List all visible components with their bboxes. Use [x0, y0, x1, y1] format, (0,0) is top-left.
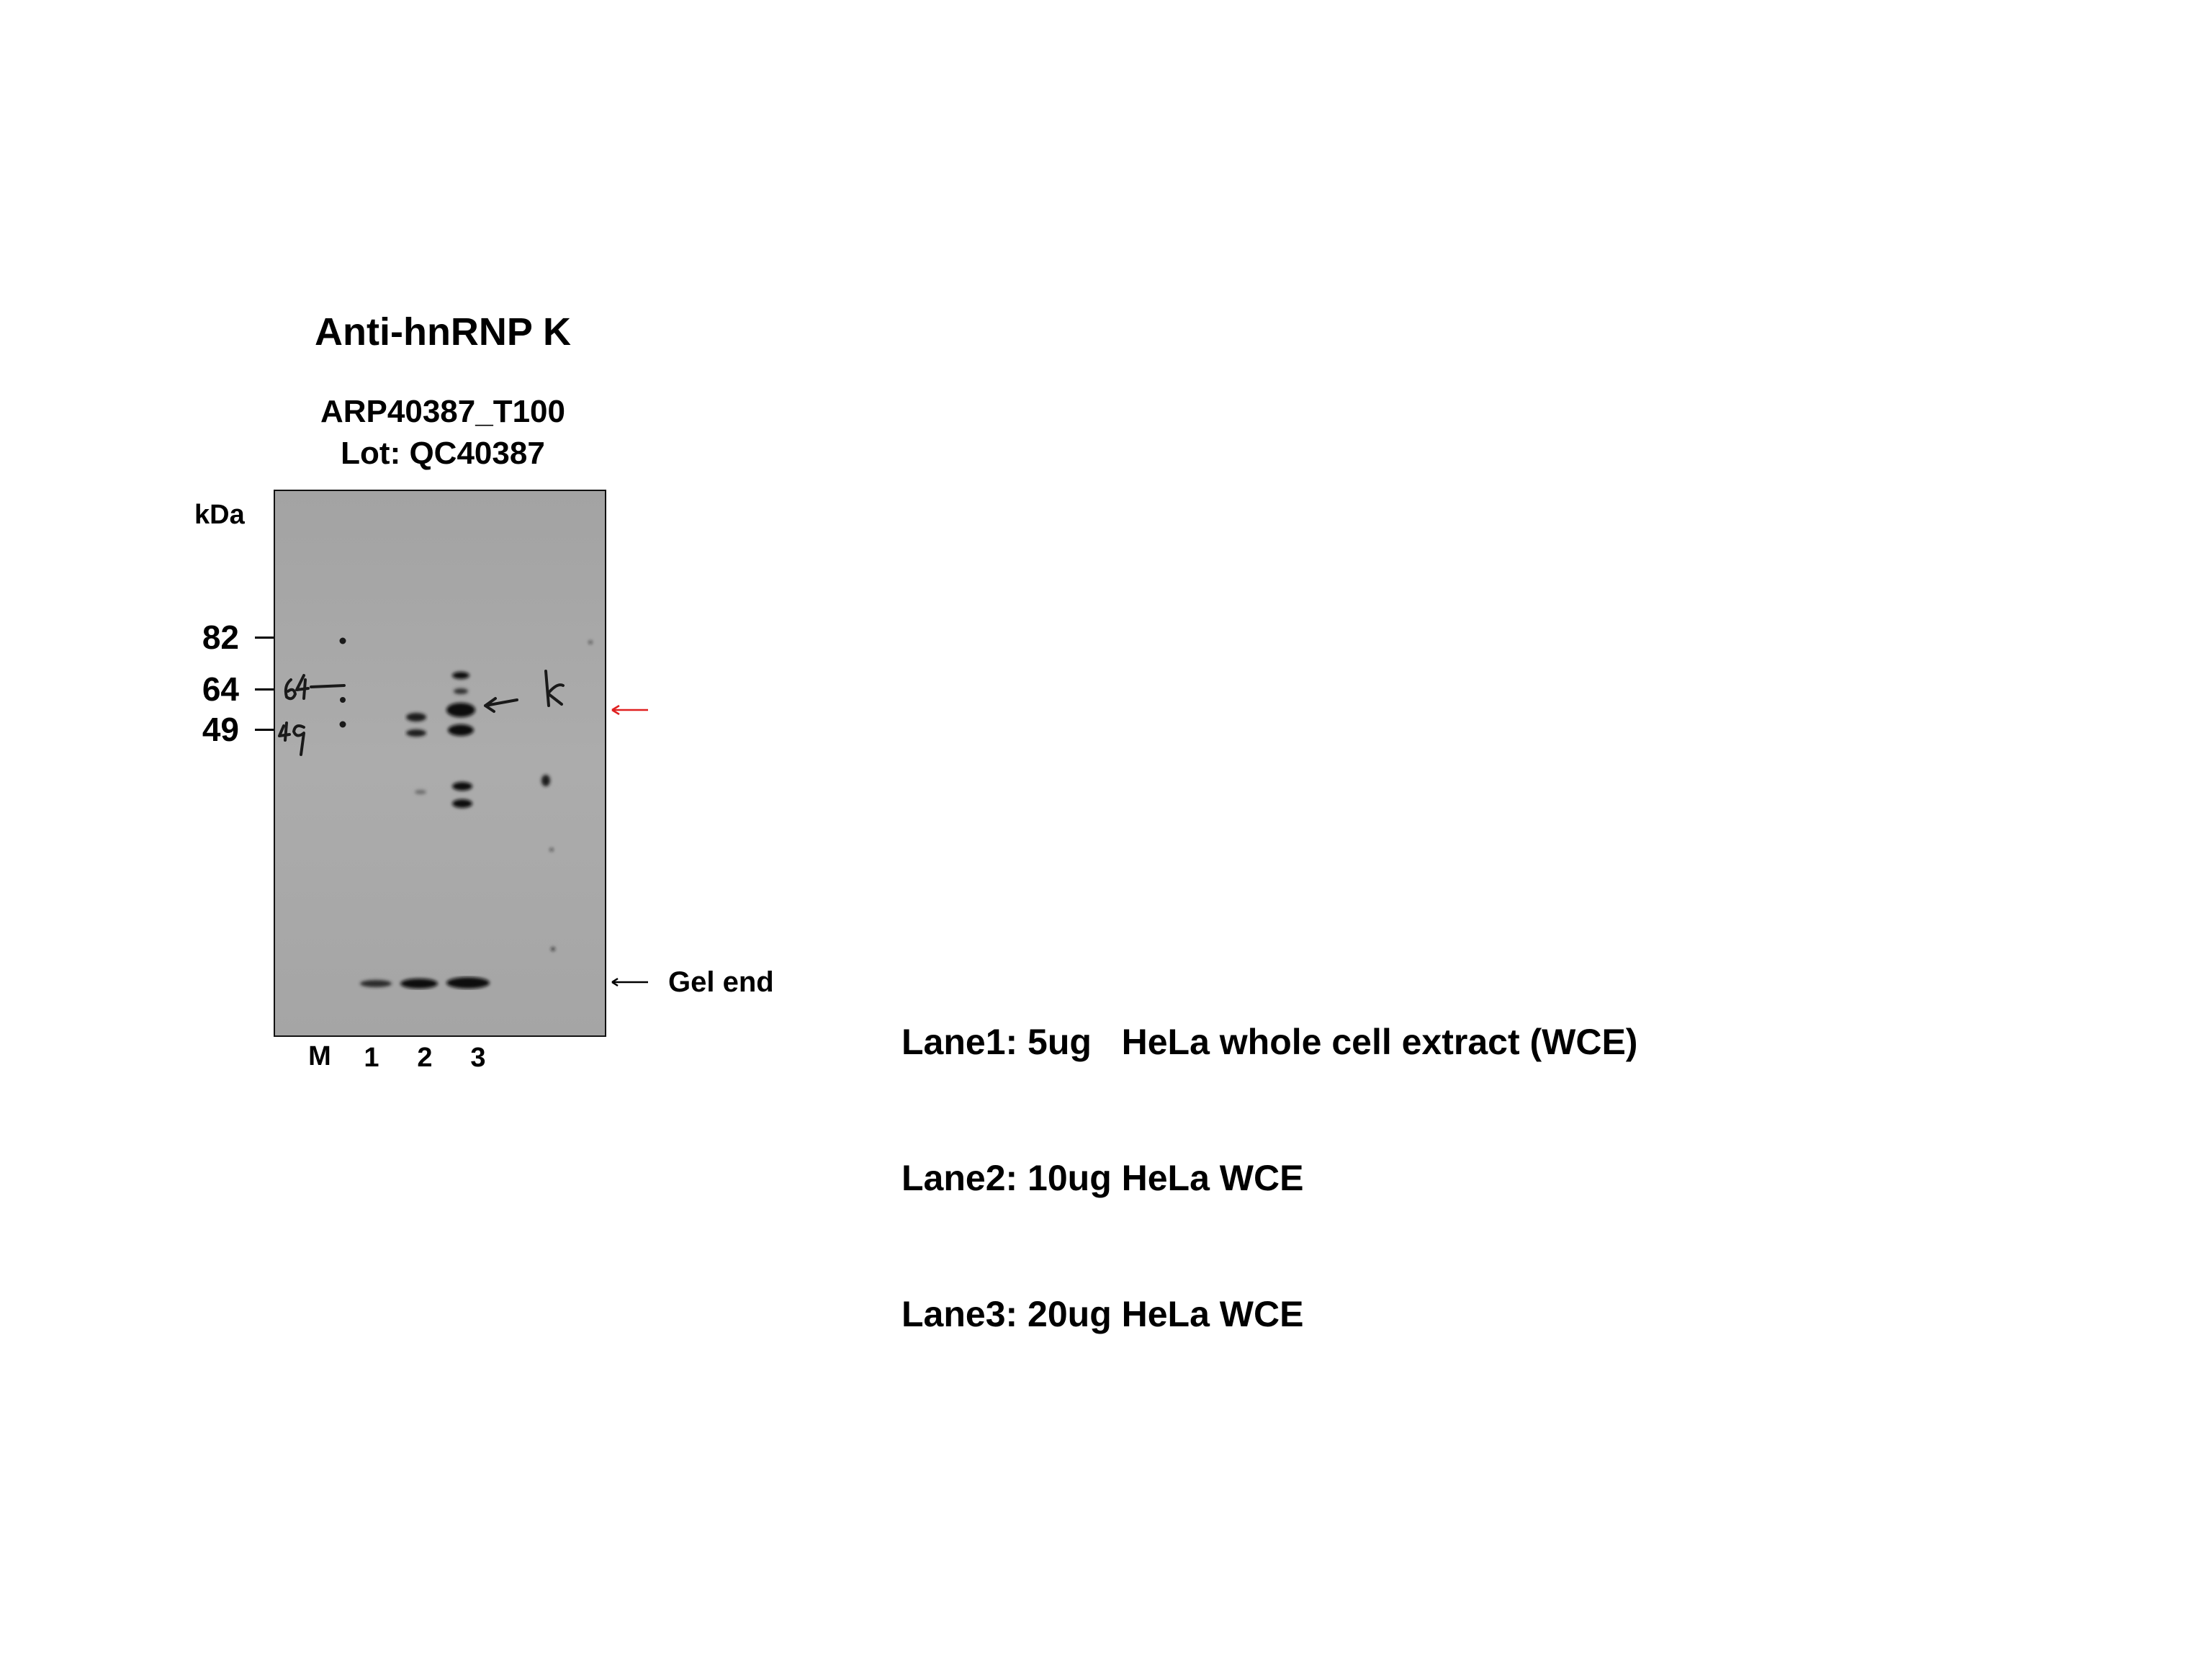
- marker-64-tick: [255, 688, 274, 691]
- lane-2-bands: [406, 713, 426, 794]
- handwritten-annotations: [278, 637, 565, 756]
- catalog-number: ARP40387_T100: [320, 394, 565, 429]
- legend-line-2: Lane2: 10ug HeLa WCE: [902, 1158, 1304, 1198]
- legend-line-1: Lane1: 5ug HeLa whole cell extract (WCE): [902, 1022, 1638, 1062]
- legend-line-3: Lane3: 20ug HeLa WCE: [902, 1294, 1304, 1334]
- marker-82-tick: [255, 637, 274, 639]
- marker-49-tick: [255, 729, 274, 731]
- gel-end-arrow-icon: [611, 977, 648, 987]
- marker-82: 82: [202, 619, 239, 656]
- marker-64: 64: [202, 670, 239, 708]
- lot-number: Lot: QC40387: [341, 436, 545, 471]
- target-band-arrow-icon: [611, 704, 648, 716]
- antibody-info: ARP40387_T100 Lot: QC40387: [274, 391, 612, 475]
- lane-legend: Lane1: 5ug HeLa whole cell extract (WCE)…: [902, 929, 1637, 1382]
- marker-49: 49: [202, 711, 239, 748]
- gel-end-label: Gel end: [668, 966, 774, 998]
- figure-title: Anti-hnRNP K: [315, 310, 571, 354]
- lane-label-2: 2: [417, 1043, 433, 1073]
- gel-end-bands: [360, 977, 490, 989]
- kda-label: kDa: [194, 500, 245, 530]
- western-blot-image: [274, 490, 606, 1037]
- lane-label-1: 1: [364, 1043, 379, 1073]
- lane-label-3: 3: [470, 1043, 486, 1073]
- lane-label-m: M: [308, 1041, 331, 1071]
- lane-3-bands: [446, 672, 475, 808]
